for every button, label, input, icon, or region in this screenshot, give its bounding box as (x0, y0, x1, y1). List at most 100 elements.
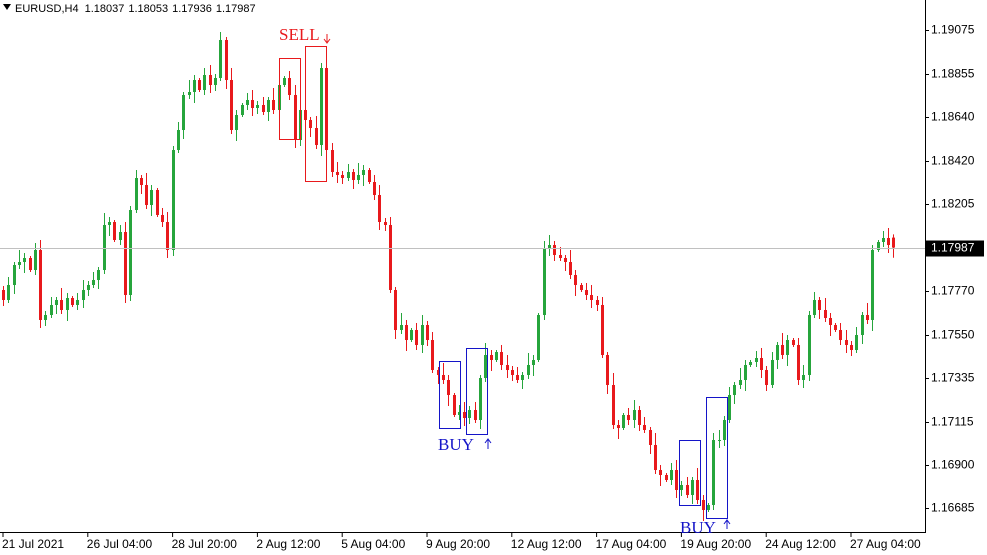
candle-body (892, 237, 895, 248)
candle-body (7, 285, 10, 300)
candle-body (824, 310, 827, 318)
candle-body (871, 250, 874, 320)
candle-body (585, 290, 588, 295)
candle-body (39, 250, 42, 320)
y-tick-label: 1.17335 (931, 371, 975, 385)
buy-box (466, 348, 488, 435)
candle-body (251, 100, 254, 108)
candle-body (712, 440, 715, 505)
candle-body (172, 150, 175, 250)
candle-body (665, 475, 668, 480)
x-tick-label: 12 Aug 12:00 (511, 537, 582, 551)
candle-body (702, 500, 705, 510)
candle-body (649, 430, 652, 445)
candle-body (500, 352, 503, 365)
y-tick-label: 1.16900 (931, 458, 975, 472)
price-label: 1.17987 (931, 241, 975, 255)
candle-body (400, 325, 403, 330)
candle-body (34, 250, 37, 270)
candle-body (749, 362, 752, 365)
candle-body (580, 285, 583, 290)
candle-body (426, 325, 429, 340)
candle-body (521, 375, 524, 380)
candle-body (760, 358, 763, 370)
buy-arrow (484, 438, 492, 449)
signal-boxes (279, 46, 728, 519)
candle-body (288, 78, 291, 95)
x-tick-label: 21 Jul 2021 (2, 537, 64, 551)
symbol: EURUSD,H4 (15, 3, 79, 15)
candle-body (76, 300, 79, 305)
candle-body (389, 225, 392, 290)
candle-body (495, 352, 498, 360)
candle-body (235, 115, 238, 130)
candle-body (590, 295, 593, 300)
candle-body (262, 105, 265, 112)
candle-body (458, 412, 461, 415)
candle-body (834, 325, 837, 330)
candle-body (315, 128, 318, 145)
candle-body (331, 150, 334, 172)
candle-body (421, 325, 424, 345)
candle-body (548, 245, 551, 248)
candle-body (776, 345, 779, 360)
symbol-header: EURUSD,H4 1.18037 1.18053 1.17936 1.17987 (15, 3, 256, 15)
candle-body (882, 238, 885, 242)
y-tick-label: 1.19075 (931, 23, 975, 37)
candle-body (765, 370, 768, 385)
candle-body (802, 375, 805, 380)
candle-body (680, 485, 683, 490)
candle-body (574, 275, 577, 285)
candle-body (484, 355, 487, 378)
candle-body (2, 290, 5, 300)
candle-body (855, 335, 858, 350)
candle-body (368, 170, 371, 182)
candle-body (643, 425, 646, 430)
candle-body (103, 225, 106, 270)
candle-body (818, 300, 821, 310)
candle-body (203, 75, 206, 90)
buy-arrow (723, 519, 731, 529)
candle-body (877, 242, 880, 250)
candle-body (553, 245, 556, 255)
candle-body (569, 262, 572, 275)
candle-body (755, 358, 758, 362)
candle-body (193, 80, 196, 92)
x-tick-label: 26 Jul 04:00 (87, 537, 153, 551)
candle-body (808, 315, 811, 375)
x-tick-label: 17 Aug 04:00 (596, 537, 667, 551)
buy-box (679, 440, 701, 506)
candle-body (707, 505, 710, 510)
candle-body (256, 105, 259, 108)
candle-body (341, 175, 344, 178)
price-label-box (926, 240, 984, 257)
candle-body (442, 375, 445, 380)
candle-body (564, 258, 567, 262)
candle-body (66, 298, 69, 310)
candle-body (82, 290, 85, 300)
candle-body (150, 190, 153, 205)
candle-body (214, 78, 217, 85)
candle-body (839, 330, 842, 340)
candle-body (405, 325, 408, 340)
candle-body (527, 365, 530, 375)
candle-body (866, 315, 869, 320)
x-tick-label: 5 Aug 04:00 (341, 537, 405, 551)
candle-body (474, 410, 477, 420)
buy-label: BUY (438, 435, 474, 454)
sell-box (279, 58, 301, 140)
candle-body (309, 120, 312, 128)
y-tick-label: 1.17115 (931, 415, 974, 429)
menu-triangle (3, 4, 11, 10)
candle-body (733, 385, 736, 395)
x-tick-label: 2 Aug 12:00 (256, 537, 320, 551)
sell-box (305, 46, 327, 182)
candle-body (29, 258, 32, 270)
candle-body (113, 222, 116, 240)
candle-body (188, 92, 191, 95)
candle-body (739, 380, 742, 385)
candle-body (718, 440, 721, 441)
candle-body (225, 40, 228, 80)
candle-body (119, 232, 122, 240)
